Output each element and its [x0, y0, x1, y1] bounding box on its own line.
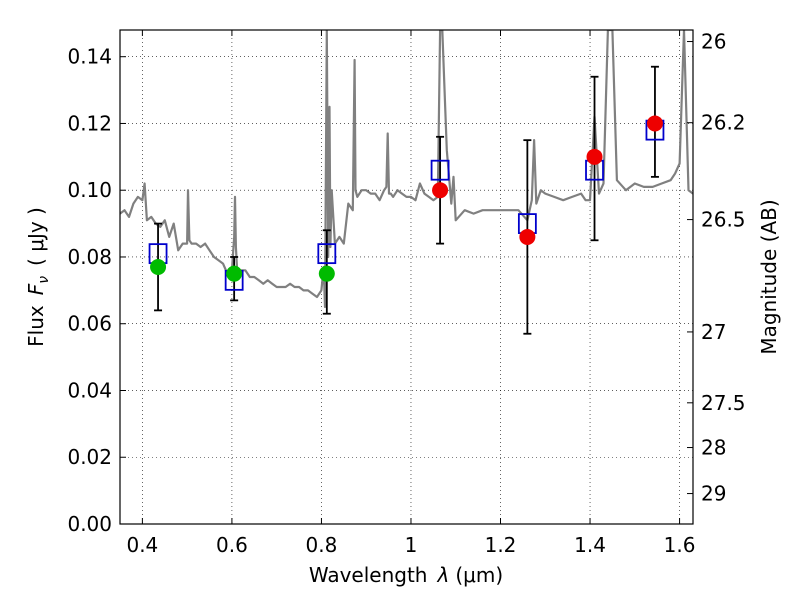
axis-ticks: 0.4 0.6 0.8 1 1.2 1.4 1.6 0.00 0.02 0.04 0.06 0.08 0…: [67, 30, 745, 557]
y2-tick-label: 26: [701, 30, 726, 54]
x-tick-label: 0.8: [306, 533, 338, 557]
observed-point-circle: [646, 115, 663, 132]
y-tick-label: 0.00: [67, 512, 112, 536]
model-spectrum: [120, 30, 693, 309]
model-photometry-points: [148, 119, 665, 291]
x-tick-label: 1.2: [485, 533, 517, 557]
error-bars: [154, 65, 659, 335]
model-point-square: [317, 243, 337, 265]
grid-lines: [120, 30, 693, 525]
observed-photometry-points: [150, 115, 663, 282]
model-spectrum-line: [120, 30, 693, 309]
y2-tick-label: 27.5: [701, 391, 746, 415]
y2-tick-label: 27: [701, 320, 726, 344]
observed-point-circle: [226, 265, 243, 282]
model-point-square: [430, 159, 450, 181]
observed-point-circle: [519, 228, 536, 245]
x-axis-title: Wavelength λ (μm): [309, 563, 503, 587]
observed-point-circle: [318, 265, 335, 282]
y-tick-label: 0.10: [67, 178, 112, 202]
x-tick-label: 0.4: [126, 533, 158, 557]
observed-point-circle: [586, 148, 603, 165]
y2-tick-label: 29: [701, 482, 726, 506]
y2-tick-label: 28: [701, 436, 726, 460]
y-tick-label: 0.02: [67, 445, 112, 469]
observed-point-circle: [432, 182, 449, 199]
x-tick-label: 0.6: [216, 533, 248, 557]
y-tick-label: 0.04: [67, 378, 112, 402]
y2-tick-label: 26.5: [701, 208, 746, 232]
y-tick-label: 0.08: [67, 245, 112, 269]
y-tick-label: 0.12: [67, 111, 112, 135]
y-tick-label: 0.14: [67, 45, 112, 69]
y2-axis-title: Magnitude (AB): [757, 199, 781, 354]
y2-tick-label: 26.2: [701, 111, 746, 135]
observed-point-circle: [150, 258, 167, 275]
x-tick-label: 1.4: [574, 533, 606, 557]
x-tick-label: 1: [405, 533, 418, 557]
y-axis-title: FluxFν( μJy ): [24, 207, 52, 347]
y-tick-label: 0.06: [67, 312, 112, 336]
plot-frame: [119, 29, 694, 525]
x-tick-label: 1.6: [664, 533, 696, 557]
